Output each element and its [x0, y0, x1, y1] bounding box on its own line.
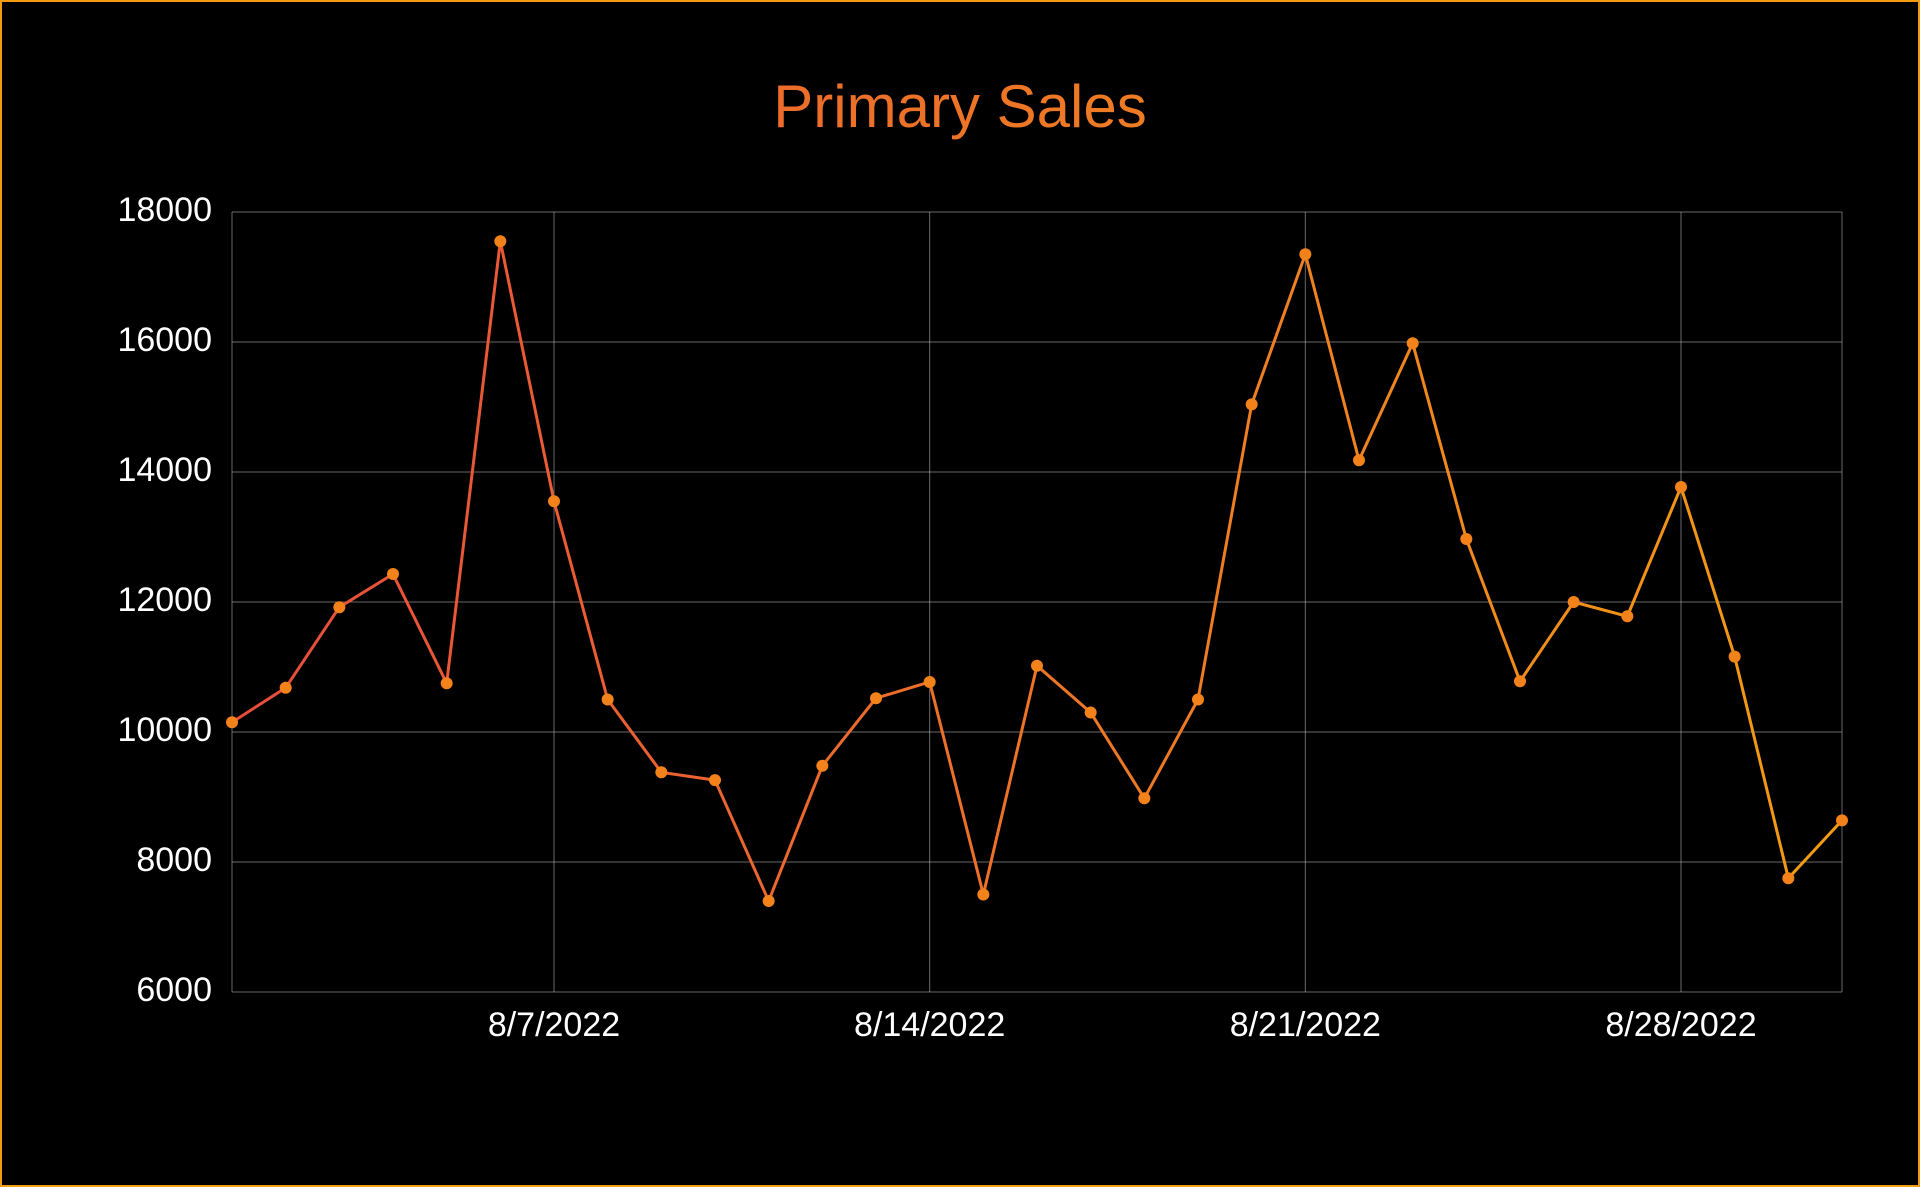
x-tick-label: 8/21/2022: [1230, 1006, 1381, 1044]
series-marker: [1299, 248, 1311, 260]
series-marker: [655, 766, 667, 778]
series-line: [232, 241, 1842, 901]
y-tick-label: 18000: [117, 191, 212, 229]
series-marker: [977, 889, 989, 901]
series-marker: [226, 716, 238, 728]
series-marker: [548, 495, 560, 507]
x-tick-label: 8/7/2022: [488, 1006, 620, 1044]
series-marker: [1138, 792, 1150, 804]
series-marker: [1729, 651, 1741, 663]
series-marker: [602, 694, 614, 706]
series-marker: [1782, 872, 1794, 884]
y-tick-label: 14000: [117, 451, 212, 489]
series-marker: [333, 601, 345, 613]
series-marker: [816, 760, 828, 772]
y-tick-label: 6000: [136, 971, 212, 1009]
series-marker: [763, 895, 775, 907]
y-tick-label: 10000: [117, 711, 212, 749]
series-marker: [1192, 694, 1204, 706]
series-marker: [1514, 675, 1526, 687]
series-marker: [494, 235, 506, 247]
y-tick-label: 16000: [117, 321, 212, 359]
series-marker: [1353, 454, 1365, 466]
x-tick-label: 8/28/2022: [1605, 1006, 1756, 1044]
series-marker: [1085, 707, 1097, 719]
series-marker: [1460, 533, 1472, 545]
series-marker: [1621, 610, 1633, 622]
sales-line-chart: 6000 8000 10000 12000 14000 16000 18000 8/7/202…: [2, 2, 1920, 1187]
x-tick-label: 8/14/2022: [854, 1006, 1005, 1044]
y-tick-label: 8000: [136, 841, 212, 879]
chart-frame: Primary Sales 60008000100001200014000160…: [0, 0, 1920, 1187]
series-marker: [1407, 337, 1419, 349]
series-marker: [1246, 398, 1258, 410]
series-marker: [1031, 660, 1043, 672]
series-marker: [870, 692, 882, 704]
series-marker: [709, 774, 721, 786]
series-marker: [441, 677, 453, 689]
y-tick-label: 12000: [117, 581, 212, 619]
series-marker: [1675, 481, 1687, 493]
series-marker: [280, 682, 292, 694]
series-marker: [1568, 596, 1580, 608]
series-marker: [1836, 814, 1848, 826]
series-marker: [387, 568, 399, 580]
series-marker: [924, 676, 936, 688]
